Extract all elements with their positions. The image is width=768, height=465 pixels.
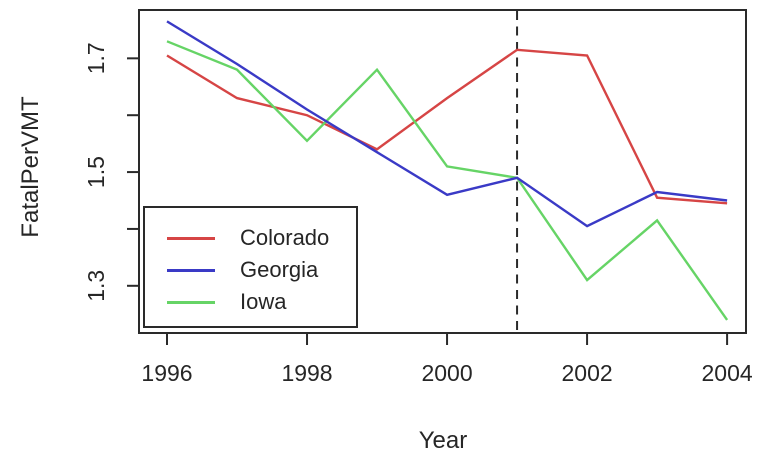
legend-row-georgia: Georgia xyxy=(145,258,356,282)
series-line-georgia xyxy=(166,20,728,228)
x-tick-label: 1996 xyxy=(141,360,192,386)
legend-label-iowa: Iowa xyxy=(240,289,287,314)
x-tick-label: 1998 xyxy=(281,360,332,386)
legend-label-colorado: Colorado xyxy=(240,225,330,250)
y-tick-label: 1.7 xyxy=(83,42,109,74)
x-axis-title: Year xyxy=(418,427,468,454)
legend-box: Colorado Georgia Iowa xyxy=(143,206,358,328)
x-tick-label: 2000 xyxy=(421,360,472,386)
colorado-line-swatch xyxy=(167,236,215,240)
y-tick-label: 1.3 xyxy=(83,270,109,302)
y-tick-label: 1.5 xyxy=(83,156,109,188)
legend-row-colorado: Colorado xyxy=(145,226,356,250)
georgia-line-swatch xyxy=(167,268,215,272)
x-tick-label: 2002 xyxy=(561,360,612,386)
x-tick-label: 2004 xyxy=(702,360,753,386)
series-line-iowa xyxy=(166,40,729,321)
y-axis-title: FatalPerVMT xyxy=(17,96,44,238)
series-line-colorado xyxy=(166,48,728,205)
legend-label-georgia: Georgia xyxy=(240,257,319,282)
iowa-line-swatch xyxy=(167,300,215,304)
legend-row-iowa: Iowa xyxy=(145,290,356,314)
